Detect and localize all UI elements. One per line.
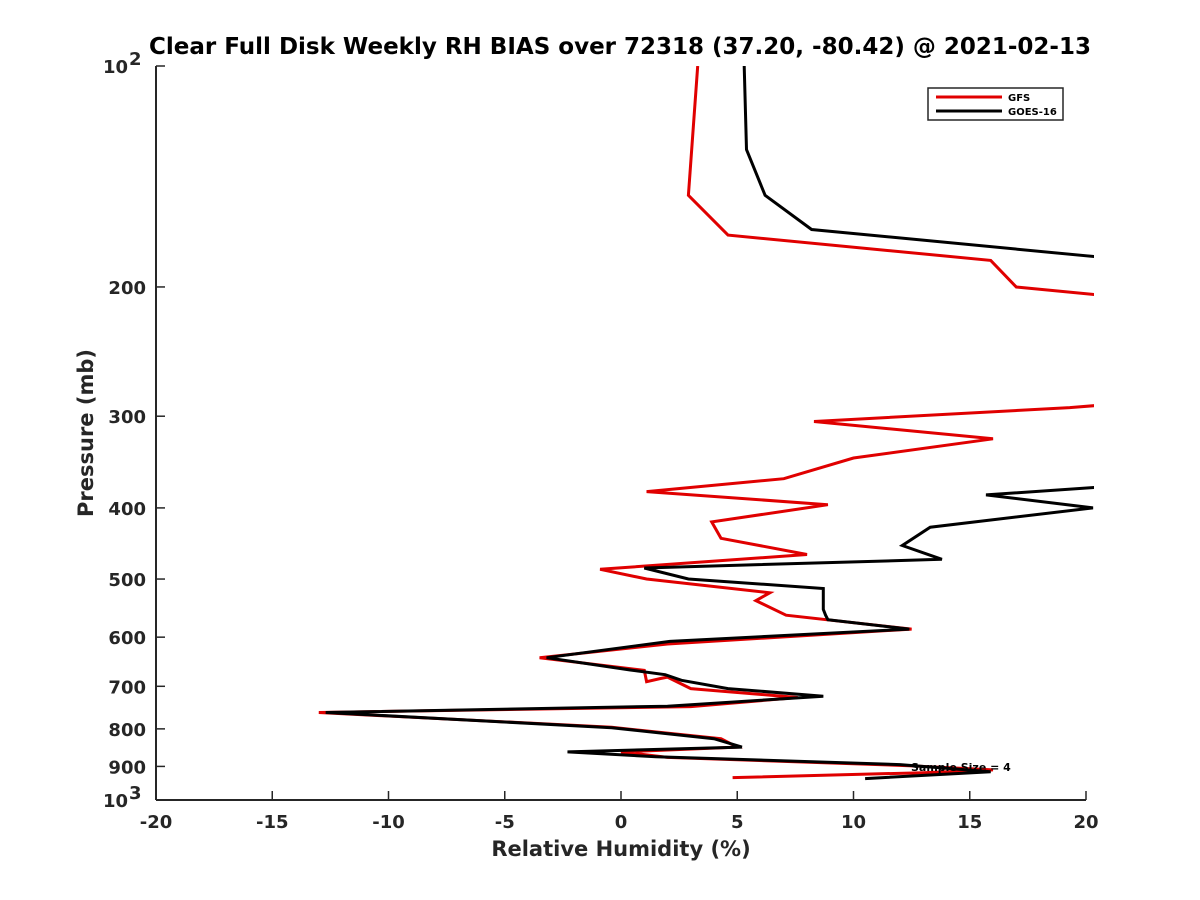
x-ticks: -20 -15 -10 -5 0 5 10 15 20 [140,791,1099,833]
y-tick-label: 700 [108,677,146,698]
x-axis-label: Relative Humidity (%) [491,837,750,861]
y-tick-label: 500 [108,570,146,591]
x-tick-label: 0 [615,812,628,833]
chart-title: Clear Full Disk Weekly RH BIAS over 7231… [149,34,1091,60]
y-tick-label: 10 [103,57,128,78]
y-tick-label: 900 [108,757,146,778]
x-tick-label: -5 [495,812,515,833]
y-tick-label: 10 [103,791,128,812]
x-tick-label: -20 [140,812,173,833]
y-tick-exponent: 2 [129,49,142,70]
y-tick-exponent: 3 [129,783,142,804]
series-layer [318,66,1094,781]
x-tick-label: 10 [841,812,866,833]
x-tick-label: -15 [256,812,289,833]
y-tick-label: 200 [108,278,146,299]
y-tick-label: 400 [108,499,146,520]
legend-label-gfs: GFS [1008,93,1030,104]
y-tick-label: 600 [108,628,146,649]
x-tick-label: -10 [372,812,405,833]
legend-label-goes16: GOES-16 [1008,107,1057,118]
legend-box [927,87,1064,121]
legend: GFS GOES-16 [927,87,1064,121]
x-tick-label: 15 [957,812,982,833]
y-tick-label: 300 [108,407,146,428]
series-line-goes16 [325,66,1094,781]
sample-size-annotation: Sample Size = 4 [911,761,1011,774]
x-tick-label: 20 [1073,812,1098,833]
y-axis-label: Pressure (mb) [74,349,98,517]
y-tick-label: 800 [108,720,146,741]
x-tick-label: 5 [731,812,744,833]
